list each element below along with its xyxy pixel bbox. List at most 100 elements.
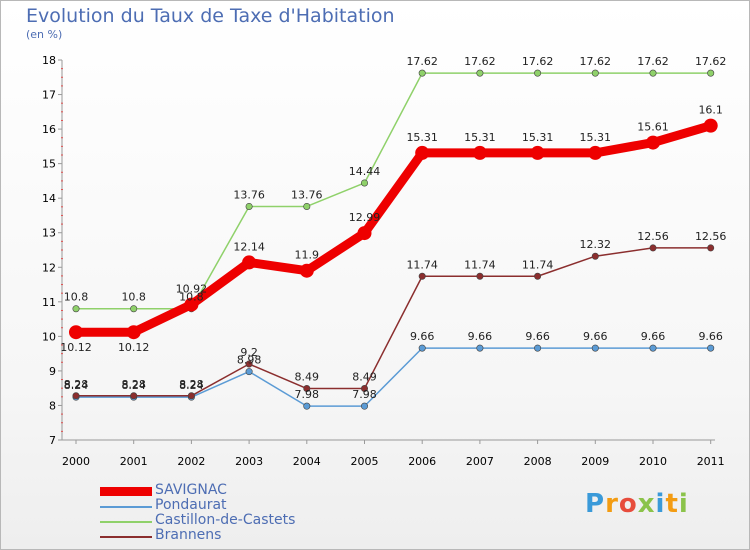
data-label: 11.9 xyxy=(295,249,320,262)
data-point xyxy=(418,272,426,280)
y-tick-label: 17 xyxy=(42,89,56,102)
legend-label-pondaurat: Pondaurat xyxy=(155,497,227,513)
y-minor-tick xyxy=(61,361,63,363)
y-minor-tick xyxy=(61,189,63,191)
data-label: 9.66 xyxy=(698,330,723,343)
data-point xyxy=(476,69,484,77)
y-minor-tick xyxy=(61,422,63,424)
logo-letter: x xyxy=(637,489,656,519)
y-tick-label: 18 xyxy=(42,54,56,67)
data-point xyxy=(184,297,199,312)
data-label: 11.74 xyxy=(522,258,554,271)
data-label: 10.8 xyxy=(121,291,146,304)
x-tick-label: 2004 xyxy=(293,455,321,468)
data-label: 9.66 xyxy=(583,330,608,343)
series-line xyxy=(71,121,716,337)
data-point xyxy=(591,69,599,77)
y-tick-label: 7 xyxy=(49,434,56,447)
x-tick-label: 2000 xyxy=(62,455,90,468)
data-label: 9.2 xyxy=(240,346,258,359)
x-tick-label: 2005 xyxy=(351,455,379,468)
y-minor-tick xyxy=(61,240,63,242)
data-label: 8.28 xyxy=(64,378,89,391)
data-point xyxy=(360,179,368,187)
data-label: 12.56 xyxy=(637,230,669,243)
legend-swatch-castillon xyxy=(100,521,152,523)
data-label: 15.31 xyxy=(580,131,612,144)
data-label: 12.32 xyxy=(580,238,612,251)
data-point xyxy=(534,344,542,352)
data-point xyxy=(646,135,660,150)
data-label: 8.28 xyxy=(179,378,204,391)
data-label: 9.66 xyxy=(468,330,493,343)
y-tick-label: 8 xyxy=(49,399,56,412)
data-label: 11.74 xyxy=(406,258,438,271)
data-label: 8.24 xyxy=(121,379,146,392)
legend-swatch-pondaurat xyxy=(100,506,152,508)
data-point xyxy=(649,244,657,252)
x-tick-label: 2010 xyxy=(639,455,667,468)
data-point xyxy=(588,145,603,160)
data-label: 10.8 xyxy=(64,291,89,304)
y-minor-tick xyxy=(61,318,63,320)
y-minor-tick xyxy=(61,85,63,87)
data-point xyxy=(591,344,599,352)
proxiti-logo: Proxiti xyxy=(585,489,689,519)
y-minor-tick xyxy=(61,154,63,156)
data-label: 17.62 xyxy=(464,55,496,68)
y-minor-tick xyxy=(61,387,63,389)
data-label: 16.1 xyxy=(698,104,723,117)
data-point xyxy=(707,244,715,252)
y-minor-tick xyxy=(61,413,63,415)
series-line xyxy=(75,347,712,407)
data-label: 15.31 xyxy=(406,131,438,144)
data-point xyxy=(476,272,484,280)
data-label: 10.8 xyxy=(179,291,204,304)
x-tick-label: 2007 xyxy=(466,455,494,468)
y-minor-tick xyxy=(61,180,63,182)
chart-title: Evolution du Taux de Taxe d'Habitation xyxy=(26,5,395,27)
y-tick-label: 11 xyxy=(42,296,56,309)
data-label: 13.76 xyxy=(233,188,265,201)
x-tick-label: 2001 xyxy=(120,455,148,468)
data-label: 17.62 xyxy=(637,55,669,68)
data-point xyxy=(649,69,657,77)
data-point xyxy=(360,385,368,393)
data-label: 8.24 xyxy=(179,379,204,392)
data-label: 8.49 xyxy=(295,371,320,384)
x-tick-label: 2002 xyxy=(177,455,205,468)
data-label: 9.66 xyxy=(641,330,666,343)
y-tick-label: 9 xyxy=(49,365,56,378)
data-point xyxy=(72,305,80,313)
data-point xyxy=(187,392,195,400)
y-minor-tick xyxy=(61,258,63,260)
data-label: 15.31 xyxy=(522,131,554,144)
data-point xyxy=(591,252,599,260)
y-minor-tick xyxy=(61,353,63,355)
data-point xyxy=(357,226,372,241)
y-minor-tick xyxy=(61,327,63,329)
data-point xyxy=(703,118,718,133)
data-label: 9.66 xyxy=(410,330,435,343)
data-point xyxy=(130,392,138,400)
data-point xyxy=(126,325,141,340)
data-point xyxy=(415,145,430,160)
data-point xyxy=(303,202,311,210)
data-label: 7.98 xyxy=(352,388,377,401)
y-minor-tick xyxy=(61,344,63,346)
data-point xyxy=(72,392,80,400)
data-point xyxy=(534,272,542,280)
data-label: 13.76 xyxy=(291,188,323,201)
data-label: 7.98 xyxy=(295,388,320,401)
data-label: 12.56 xyxy=(695,230,727,243)
y-tick-label: 10 xyxy=(42,330,56,343)
legend-label-castillon: Castillon-de-Castets xyxy=(155,512,296,528)
data-label: 8.28 xyxy=(121,378,146,391)
data-point xyxy=(360,402,368,410)
data-point xyxy=(245,202,253,210)
data-point xyxy=(472,145,487,160)
logo-letter: i xyxy=(678,489,689,519)
y-minor-tick xyxy=(61,137,63,139)
logo-letter: r xyxy=(605,489,619,519)
